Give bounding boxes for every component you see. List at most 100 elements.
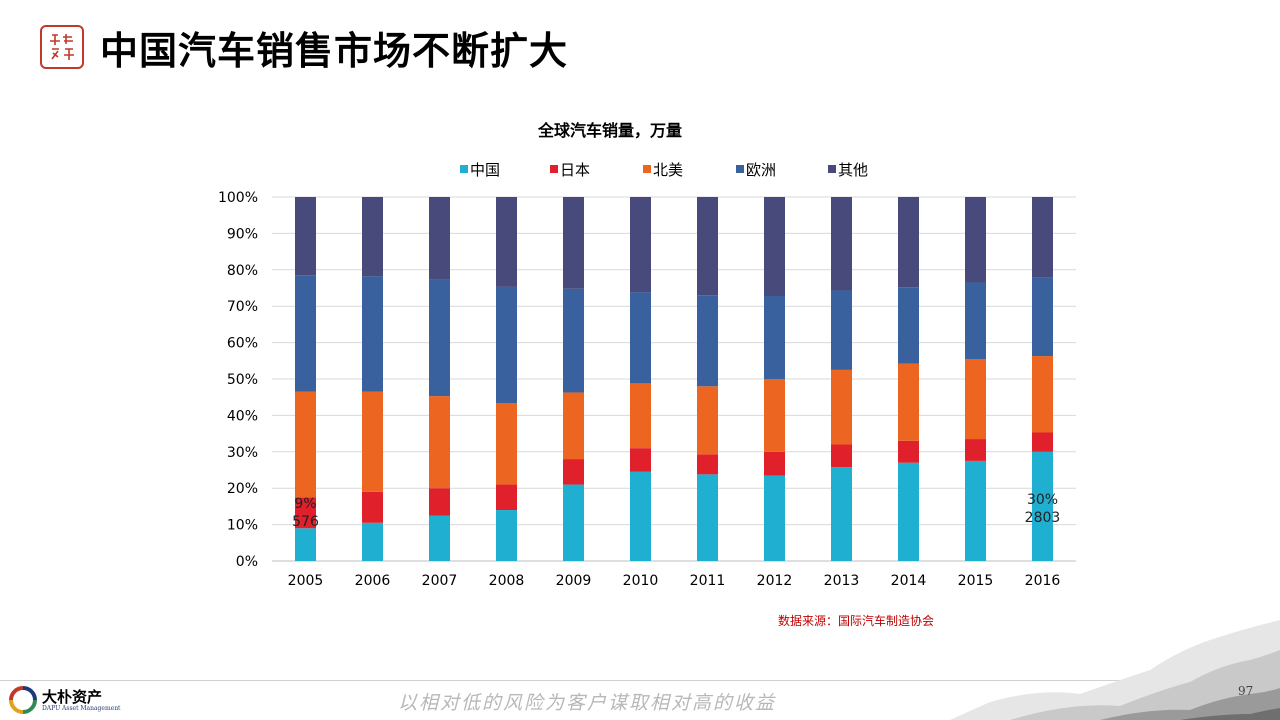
seal-logo (40, 25, 84, 69)
bar-segment (764, 475, 785, 561)
data-label: 576 (292, 514, 319, 530)
bar-segment (831, 197, 852, 291)
bar-segment (362, 522, 383, 561)
x-tick-label: 2012 (757, 573, 793, 589)
bar-segment (831, 467, 852, 561)
y-tick-label: 0% (236, 554, 258, 570)
y-tick-label: 100% (218, 190, 258, 206)
bar-segment (630, 471, 651, 561)
ink-landscape-decoration (950, 620, 1280, 720)
bar-segment (965, 197, 986, 283)
bar-segment (831, 444, 852, 468)
legend-label: 欧洲 (746, 161, 776, 179)
company-logo-icon (9, 686, 37, 714)
bar-segment (764, 379, 785, 452)
bar-segment (1032, 277, 1053, 357)
legend-label: 北美 (653, 161, 683, 179)
footer-divider (0, 680, 1280, 681)
bar-segment (362, 276, 383, 392)
data-label: 30% (1027, 492, 1058, 508)
data-annotations: 9% 576 30% 2803 (292, 492, 1060, 530)
data-label: 2803 (1025, 510, 1061, 526)
company-name: 大朴资产 (42, 687, 103, 706)
legend-marker (736, 165, 744, 173)
y-tick-label: 70% (227, 299, 258, 315)
legend-marker (550, 165, 558, 173)
y-tick-label: 50% (227, 372, 258, 388)
x-tick-label: 2007 (422, 573, 458, 589)
bar-segment (1032, 432, 1053, 452)
bar-segment (563, 197, 584, 289)
x-tick-label: 2006 (355, 573, 391, 589)
bar-segment (1032, 197, 1053, 278)
bar-segment (764, 451, 785, 476)
bar-segment (630, 383, 651, 449)
bar-segment (630, 292, 651, 384)
bar-segment (429, 488, 450, 516)
bar-segment (295, 391, 316, 498)
company-name-en: DAPU Asset Management (42, 704, 121, 712)
bar-segment (429, 515, 450, 561)
bar-segment (965, 282, 986, 359)
x-tick-label: 2016 (1025, 573, 1061, 589)
bar-segment (697, 197, 718, 296)
bar-segment (295, 197, 316, 276)
bar-segment (295, 497, 316, 529)
y-tick-label: 80% (227, 263, 258, 279)
bar-segment (898, 287, 919, 364)
bar-segment (496, 403, 517, 485)
y-tick-label: 90% (227, 226, 258, 242)
page-number: 97 (1238, 684, 1254, 698)
y-tick-label: 10% (227, 518, 258, 534)
chart-legend: 中国 日本 北美 欧洲 其他 (460, 161, 868, 179)
x-tick-label: 2013 (824, 573, 860, 589)
bar-segment (697, 386, 718, 455)
bar-segment (362, 197, 383, 277)
bar-segment (764, 296, 785, 379)
bar-segment (831, 369, 852, 445)
bar-segment (697, 454, 718, 475)
bar-segment (429, 396, 450, 489)
bar-segment (898, 363, 919, 441)
x-tick-label: 2011 (690, 573, 726, 589)
y-tick-label: 60% (227, 336, 258, 352)
bar-segment (831, 290, 852, 370)
footer-slogan: 以相对低的风险为客户谋取相对高的收益 (398, 692, 777, 714)
data-label: 9% (294, 496, 316, 512)
bar-segment (965, 439, 986, 461)
bar-segment (630, 448, 651, 472)
bar-series (295, 197, 1053, 561)
legend-label: 其他 (838, 161, 868, 179)
bar-segment (764, 197, 785, 297)
legend-marker (460, 165, 468, 173)
bar-segment (630, 197, 651, 293)
bar-segment (563, 288, 584, 393)
legend-marker (828, 165, 836, 173)
bar-segment (496, 197, 517, 287)
bar-segment (1032, 451, 1053, 561)
bar-segment (362, 391, 383, 492)
x-tick-label: 2005 (288, 573, 324, 589)
bar-segment (965, 460, 986, 561)
legend-marker (643, 165, 651, 173)
bar-segment (1032, 356, 1053, 433)
bar-segment (697, 295, 718, 387)
bar-segment (496, 286, 517, 404)
chart-title: 全球汽车销量，万量 (537, 121, 682, 140)
x-tick-label: 2010 (623, 573, 659, 589)
bar-segment (295, 528, 316, 561)
bar-segment (362, 491, 383, 523)
y-axis: 0% 10% 20% 30% 40% 50% 60% 70% 80% 90% 100% (218, 190, 258, 570)
x-axis: 2005 2006 2007 2008 2009 2010 2011 2012 2013 2014… (288, 573, 1061, 589)
x-tick-label: 2008 (489, 573, 525, 589)
stacked-bar-chart: 全球汽车销量，万量 中国 日本 北美 欧洲 其他 0% 10% 20% 30% 40% 50% 60… (218, 121, 1076, 589)
legend-label: 中国 (470, 161, 500, 179)
y-tick-label: 30% (227, 445, 258, 461)
company-logo: 大朴资产 DAPU Asset Management (8, 684, 120, 716)
page-title: 中国汽车销售市场不断扩大 (100, 29, 569, 73)
bar-segment (429, 279, 450, 397)
x-tick-label: 2014 (891, 573, 927, 589)
data-source: 数据来源：国际汽车制造协会 (778, 614, 935, 628)
bar-segment (429, 197, 450, 280)
bar-segment (496, 510, 517, 561)
